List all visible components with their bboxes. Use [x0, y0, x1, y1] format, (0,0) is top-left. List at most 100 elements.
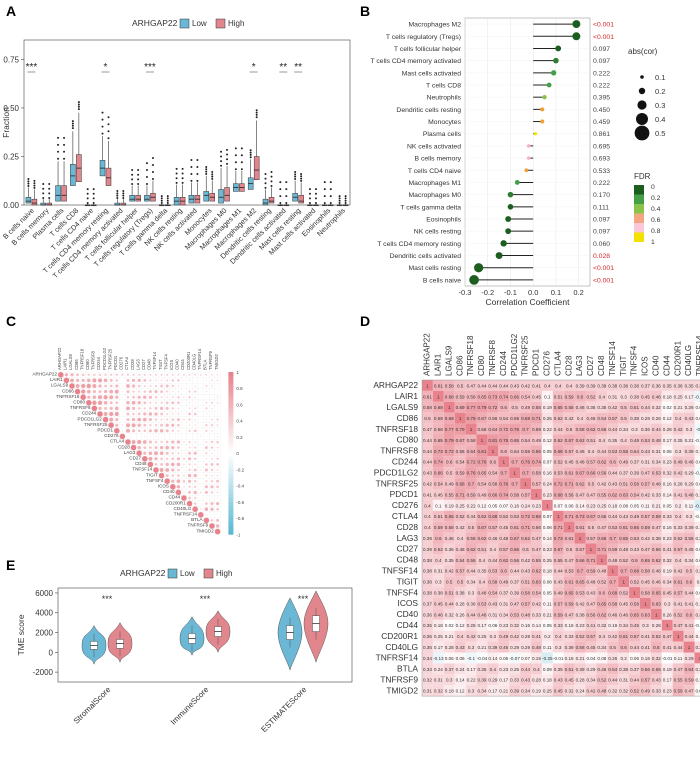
cell-d: [672, 652, 684, 664]
row-label-b: Eosinophils: [426, 217, 461, 224]
cell-label-d: 0.3: [631, 427, 638, 432]
cell-label-d: 1: [513, 471, 516, 476]
colorbar-c: [228, 432, 234, 438]
cell-label-d: 0.04: [695, 547, 700, 552]
row-label-c: TNFSF4: [146, 478, 164, 483]
dot-c: [210, 423, 214, 427]
cell-d: [432, 641, 444, 653]
dot-c: [171, 379, 175, 382]
cell-d: [672, 543, 684, 555]
cell-label-d: 0.46: [488, 536, 497, 541]
cell-d: [509, 499, 521, 511]
outlier-a: [240, 161, 243, 164]
row-label-c: CD40LG: [174, 506, 192, 511]
cell-label-d: 0.34: [695, 383, 700, 388]
dot-c: [161, 436, 163, 437]
dot-c: [160, 390, 164, 394]
dot-c: [102, 416, 109, 423]
cell-label-d: 0.61: [565, 580, 574, 585]
row-label-c: TIGIT: [146, 472, 158, 477]
cell-d: [531, 489, 542, 500]
dot-c: [200, 430, 202, 432]
cell-d: [432, 565, 444, 577]
outlier-a: [344, 197, 347, 200]
cell-d: [498, 423, 510, 435]
cell-d: [454, 674, 466, 686]
cell-label-d: 0.28: [641, 416, 650, 421]
cell-label-d: 0.79: [456, 427, 465, 432]
legend-swatch-e: [167, 568, 178, 579]
col-label-c: TNFRSF18: [79, 348, 84, 370]
cell-d: [487, 663, 499, 675]
cell-d: [531, 685, 542, 697]
cell-label-d: 0.32: [445, 612, 454, 617]
dot-c: [159, 445, 164, 450]
cell-label-d: 0.3: [664, 601, 671, 606]
dot-c: [211, 474, 213, 477]
cell-d: [596, 456, 608, 468]
cell-label-d: 0.18: [641, 656, 650, 661]
dot-c: [104, 384, 108, 388]
cell-d: [476, 565, 488, 577]
cell-label-d: 0.59: [532, 427, 541, 432]
box-a: [55, 185, 61, 202]
cell-label-d: 0.67: [554, 547, 563, 552]
cell-d: [520, 641, 531, 653]
cell-label-d: 0.08: [695, 558, 700, 563]
dot-c: [137, 439, 142, 445]
outlier-a: [63, 157, 66, 160]
cell-label-d: 0.41: [423, 492, 432, 497]
cell-d: [563, 456, 575, 468]
dot-c: [205, 429, 208, 432]
cell-label-d: -0.07: [509, 656, 520, 661]
cell-label-d: 1: [426, 383, 429, 388]
dot-c: [171, 452, 174, 455]
outlier-a: [181, 172, 184, 175]
dot-c: [189, 385, 191, 387]
row-label-c: LAG3: [124, 450, 136, 455]
cell-d: [552, 489, 564, 500]
cell-d: [574, 467, 586, 479]
cell-label-d: 0.35: [608, 438, 617, 443]
dot-c: [183, 396, 185, 398]
cell-d: [509, 619, 521, 631]
cell-label-d: 0.5: [424, 416, 431, 421]
cell-label-d: 0.48: [652, 438, 661, 443]
cell-label-d: 0.52: [586, 394, 595, 399]
cell-d: [552, 576, 564, 588]
cell-d: [607, 521, 619, 533]
cell-d: [443, 467, 455, 479]
cell-d: [672, 456, 684, 468]
colorbar-c: [228, 514, 234, 519]
cell-d: [563, 380, 575, 391]
cell-d: [531, 521, 542, 533]
panel-label-C: C: [6, 313, 16, 329]
cell-label-d: 0.57: [630, 634, 639, 639]
cell-label-d: 0.48: [597, 569, 606, 574]
outlier-a: [314, 192, 317, 195]
cell-d: [607, 619, 619, 631]
dot-c: [121, 430, 124, 432]
cell-d: [541, 510, 553, 522]
dot-c: [149, 446, 152, 449]
cell-label-d: -0.13: [695, 394, 700, 399]
cell-label-d: 0.38: [434, 591, 443, 596]
size-legend-dot-b: [640, 75, 644, 79]
cell-d: [487, 445, 499, 457]
cell-d: [574, 587, 586, 598]
cell-d: [432, 434, 444, 446]
cell-d: [596, 543, 608, 555]
outlier-a: [323, 188, 326, 191]
cell-label-d: 0.62: [554, 438, 563, 443]
cell-d: [661, 532, 673, 544]
cell-label-d: 0.4: [675, 416, 682, 421]
dot-c: [194, 373, 197, 376]
dot-c: [171, 445, 175, 450]
dot-c: [153, 467, 159, 473]
row-label-d: CD40LG: [385, 642, 418, 652]
cell-label-d: 0.21: [576, 656, 585, 661]
row-label-d: TNFRSF9: [380, 674, 418, 684]
cell-d: [661, 478, 673, 489]
cell-d: [520, 467, 531, 479]
cell-d: [607, 576, 619, 588]
